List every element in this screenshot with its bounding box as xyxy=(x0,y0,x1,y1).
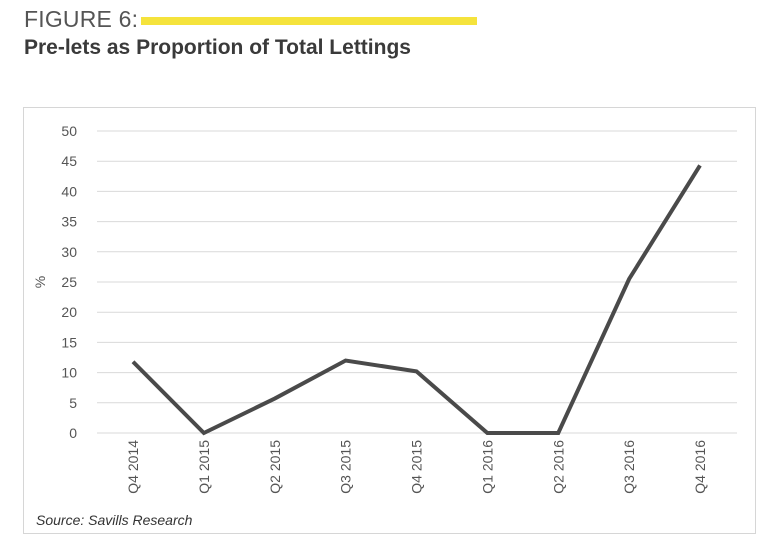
y-tick-label: 20 xyxy=(61,304,77,320)
y-tick-label: 45 xyxy=(61,153,77,169)
x-tick-label: Q3 2015 xyxy=(338,440,354,494)
y-tick-label: 50 xyxy=(61,123,77,139)
y-tick-label: 30 xyxy=(61,244,77,260)
x-tick-labels: Q4 2014 Q1 2015 Q2 2015 Q3 2015 Q4 2015 Q1 20… xyxy=(125,440,708,494)
y-tick-label: 5 xyxy=(69,395,77,411)
x-tick-label: Q1 2015 xyxy=(196,440,212,494)
x-tick-label: Q3 2016 xyxy=(621,440,637,494)
y-tick-label: 10 xyxy=(61,365,77,381)
chart-frame xyxy=(23,107,756,534)
figure-accent-bar xyxy=(141,17,477,25)
y-tick-labels: 0 5 10 15 20 25 30 35 40 45 50 xyxy=(61,123,77,441)
x-tick-label: Q1 2016 xyxy=(479,440,495,494)
chart-title: Pre-lets as Proportion of Total Lettings xyxy=(24,36,411,59)
y-tick-label: 35 xyxy=(61,214,77,230)
x-tick-label: Q2 2016 xyxy=(550,440,566,494)
x-tick-label: Q4 2014 xyxy=(125,440,141,494)
y-tick-label: 25 xyxy=(61,274,77,290)
series-line xyxy=(131,164,702,436)
x-tick-label: Q4 2015 xyxy=(409,440,425,494)
y-tick-label: 40 xyxy=(61,183,77,199)
figure-label: FIGURE 6: xyxy=(24,6,139,32)
y-tick-label: 0 xyxy=(69,425,77,441)
series-lines xyxy=(131,164,702,436)
source-note: Source: Savills Research xyxy=(36,512,193,528)
x-tick-label: Q4 2016 xyxy=(692,440,708,494)
gridlines xyxy=(97,130,737,434)
y-tick-label: 15 xyxy=(61,334,77,350)
x-tick-label: Q2 2015 xyxy=(267,440,283,494)
y-axis-label: % xyxy=(32,276,48,288)
